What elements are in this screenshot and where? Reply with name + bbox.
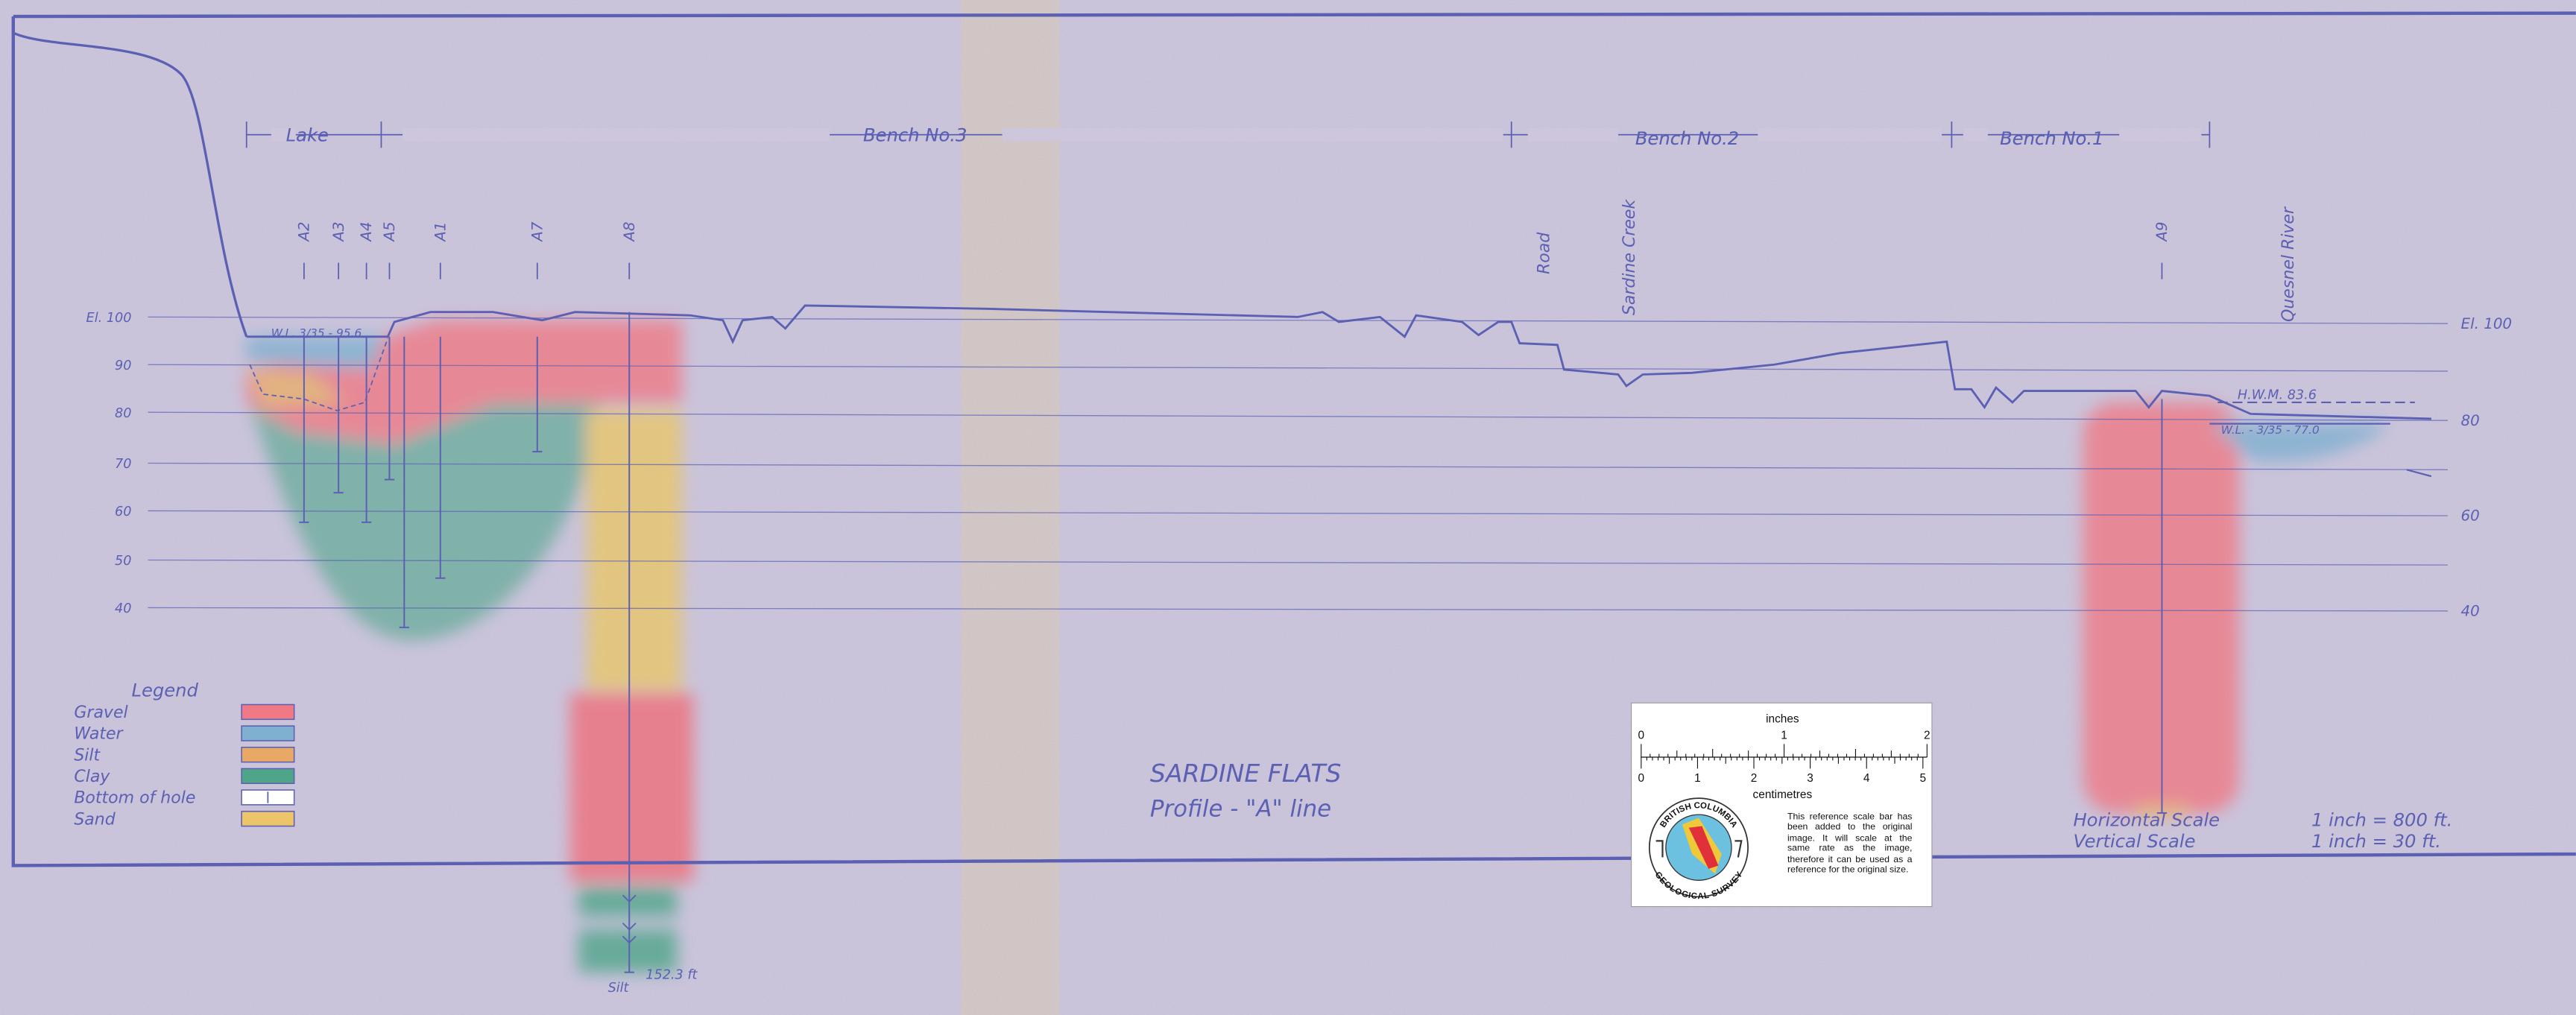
cm-tick-label: 0 bbox=[1638, 772, 1645, 785]
drawing-subtitle: Profile - "A" line bbox=[1150, 795, 1331, 822]
section-label: Bench No.3 bbox=[863, 124, 967, 146]
elevation-label: 80 bbox=[115, 406, 131, 421]
hole-label: A2 bbox=[295, 222, 312, 243]
legend-item: Gravel bbox=[74, 703, 128, 722]
hole-label: A1 bbox=[432, 222, 449, 243]
elevation-label: 60 bbox=[115, 505, 131, 519]
label-gap bbox=[402, 128, 830, 142]
scale-label: Vertical Scale bbox=[2073, 830, 2195, 852]
cm-tick-label: 5 bbox=[1920, 772, 1927, 785]
legend-swatch bbox=[242, 747, 294, 762]
hole-bottom-material: Silt bbox=[608, 981, 630, 996]
label-gap bbox=[1528, 128, 1618, 142]
profile-sheet: LakeBench No.3Bench No.2Bench No.1LakeBe… bbox=[0, 0, 2576, 1015]
scale-label: Horizontal Scale bbox=[2073, 809, 2220, 831]
clay-patch-a8-1 bbox=[578, 887, 677, 917]
hole-bottom-depth: 152.3 ft bbox=[645, 968, 698, 983]
sand-patch bbox=[587, 411, 682, 690]
water-level-label: H.W.M. 83.6 bbox=[2238, 388, 2317, 403]
elevation-label: El. 100 bbox=[2461, 315, 2513, 332]
legend-item: Water bbox=[74, 725, 124, 744]
section-label: Bench No.2 bbox=[1635, 127, 1739, 149]
elevation-label: 80 bbox=[2461, 412, 2480, 429]
hole-label: A8 bbox=[621, 222, 638, 243]
scale-value: 1 inch = 30 ft. bbox=[2311, 830, 2441, 852]
cm-tick-label: 1 bbox=[1694, 772, 1701, 785]
label-gap bbox=[1963, 128, 1988, 142]
cm-label: centimetres bbox=[1753, 788, 1813, 801]
label-gap bbox=[1003, 128, 1503, 142]
legend-swatch bbox=[242, 726, 294, 741]
reference-note: This reference scale bar has been added … bbox=[1787, 813, 1912, 876]
clay-patch-a8-2 bbox=[578, 929, 677, 972]
legend-item: Clay bbox=[74, 768, 110, 786]
elevation-label: 90 bbox=[115, 358, 131, 373]
water-level-label: W.L. 3/35 - 95.6 bbox=[271, 326, 362, 340]
cm-tick-label: 4 bbox=[1863, 772, 1870, 785]
page: { "sections": ["Lake", "Bench No.3", "Be… bbox=[0, 0, 2576, 1015]
drawing-title: SARDINE FLATS bbox=[1150, 759, 1342, 788]
section-label: Bench No.1 bbox=[2000, 127, 2103, 149]
inch-tick-label: 2 bbox=[1924, 730, 1931, 742]
elevation-label: 40 bbox=[115, 601, 131, 616]
legend-swatch bbox=[242, 768, 294, 783]
inch-tick-label: 0 bbox=[1638, 730, 1645, 742]
cm-tick-label: 2 bbox=[1751, 772, 1758, 785]
inch-tick-label: 1 bbox=[1781, 730, 1787, 742]
legend-item: Sand bbox=[74, 810, 116, 829]
elevation-label: 40 bbox=[2461, 602, 2480, 619]
reference-note-box: This reference scale bar has been added … bbox=[1787, 813, 1912, 899]
legend-swatch bbox=[242, 704, 294, 719]
hole-label: A4 bbox=[358, 222, 375, 243]
hole-label: A9 bbox=[2153, 222, 2171, 243]
label-gap bbox=[2119, 128, 2201, 142]
section-label: Lake bbox=[286, 124, 329, 146]
gravel-patch-a8 bbox=[570, 693, 693, 882]
legend-swatch bbox=[242, 812, 294, 826]
label-gap bbox=[1758, 128, 1942, 142]
scale-value: 1 inch = 800 ft. bbox=[2311, 809, 2452, 831]
elevation-label: 60 bbox=[2461, 508, 2480, 525]
cm-tick-label: 3 bbox=[1807, 772, 1813, 785]
hole-label: A7 bbox=[528, 221, 546, 243]
feature-label: Sardine Creek bbox=[1620, 199, 1639, 316]
feature-label: Quesnel River bbox=[2279, 206, 2298, 322]
gravel-patch-a9 bbox=[2083, 402, 2239, 813]
elevation-label: 50 bbox=[115, 554, 131, 569]
inches-label: inches bbox=[1766, 713, 1799, 726]
feature-label: Road bbox=[1535, 232, 1553, 274]
elevation-label: 70 bbox=[115, 457, 131, 472]
water-level-label: W.L. - 3/35 - 77.0 bbox=[2221, 423, 2320, 437]
legend-item: Silt bbox=[74, 746, 101, 765]
hole-label: A3 bbox=[330, 222, 347, 243]
hole-label: A5 bbox=[381, 222, 398, 243]
elevation-label: El. 100 bbox=[86, 311, 132, 326]
legend-title: Legend bbox=[131, 679, 198, 701]
legend-item: Bottom of hole bbox=[74, 789, 195, 808]
